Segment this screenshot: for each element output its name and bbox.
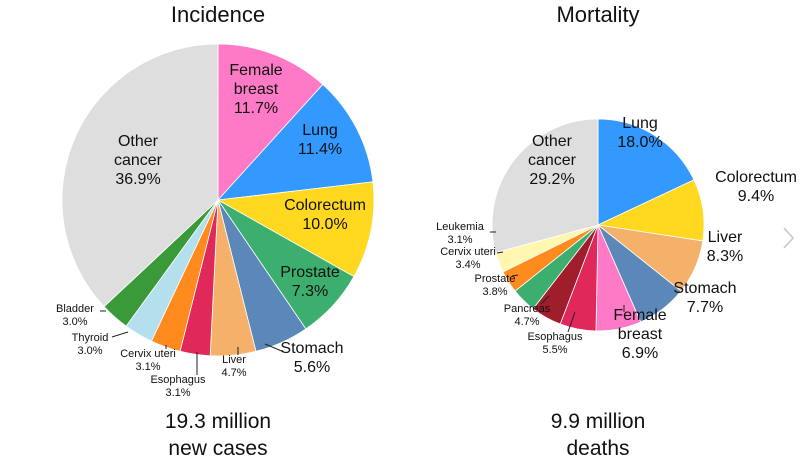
incidence-total-value: 19.3 million [165, 410, 271, 433]
mortality-liver-label: Liver 8.3% [707, 229, 743, 265]
incidence-thyroid-leader-line [111, 331, 129, 338]
mortality-esophagus-label: Esophagus 5.5% [527, 331, 583, 356]
incidence-title: Incidence [171, 2, 265, 27]
mortality-cervix-uteri-leader-line [496, 251, 504, 254]
incidence-lung-label: Lung 11.4% [298, 122, 342, 158]
incidence-other-cancer-slice [61, 43, 219, 308]
incidence-cervix-uteri-label: Cervix uteri 3.1% [120, 348, 176, 373]
mortality-pancreas-leader-line [540, 295, 550, 305]
incidence-bladder-label: Bladder 3.0% [56, 303, 94, 328]
incidence-stomach-leader-line [264, 343, 285, 353]
mortality-leukemia-label: Leukemia 3.1% [436, 221, 485, 246]
mortality-prostate-leader-line [511, 274, 519, 277]
mortality-lung-label: Lung 18.0% [617, 115, 662, 151]
incidence-female-breast-slice [217, 43, 324, 202]
mortality-cervix-uteri-label: Cervix uteri 3.4% [440, 246, 496, 271]
mortality-female-breast-label: Female breast 6.9% [613, 307, 666, 362]
mortality-title: Mortality [556, 2, 639, 27]
incidence-total-unit: new cases [168, 437, 267, 460]
incidence-esophagus-label: Esophagus 3.1% [150, 374, 206, 399]
incidence-other-cancer-label: Other cancer 36.9% [114, 133, 163, 188]
incidence-pie: Female breast 11.7% Lung 11.4% Colorectum 10.0… [56, 43, 375, 399]
mortality-stomach-label: Stomach 7.7% [673, 280, 736, 316]
mortality-pie: Lung 18.0% Colorectum 9.4% Liver 8.3% Stomach 7… [436, 115, 797, 362]
incidence-stomach-label: Stomach 5.6% [280, 340, 343, 376]
incidence-colorectum-slice [216, 181, 375, 278]
chevron-right-icon[interactable] [783, 227, 795, 249]
mortality-prostate-label: Prostate 3.8% [475, 273, 516, 298]
mortality-lung-slice [597, 118, 695, 226]
mortality-colorectum-label: Colorectum 9.4% [715, 169, 797, 205]
incidence-thyroid-label: Thyroid 3.0% [72, 332, 109, 357]
mortality-pancreas-label: Pancreas 4.7% [504, 303, 551, 328]
incidence-colorectum-label: Colorectum 10.0% [284, 197, 366, 233]
mortality-other-cancer-label: Other cancer 29.2% [528, 133, 577, 188]
mortality-total-unit: deaths [566, 437, 629, 460]
incidence-prostate-label: Prostate 7.3% [280, 264, 340, 300]
incidence-lung-slice [216, 83, 374, 201]
mortality-total-value: 9.9 million [551, 410, 646, 433]
mortality-esophagus-leader-line [567, 311, 576, 333]
incidence-female-breast-label: Female breast 11.7% [229, 62, 282, 117]
incidence-liver-label: Liver 4.7% [221, 354, 246, 379]
